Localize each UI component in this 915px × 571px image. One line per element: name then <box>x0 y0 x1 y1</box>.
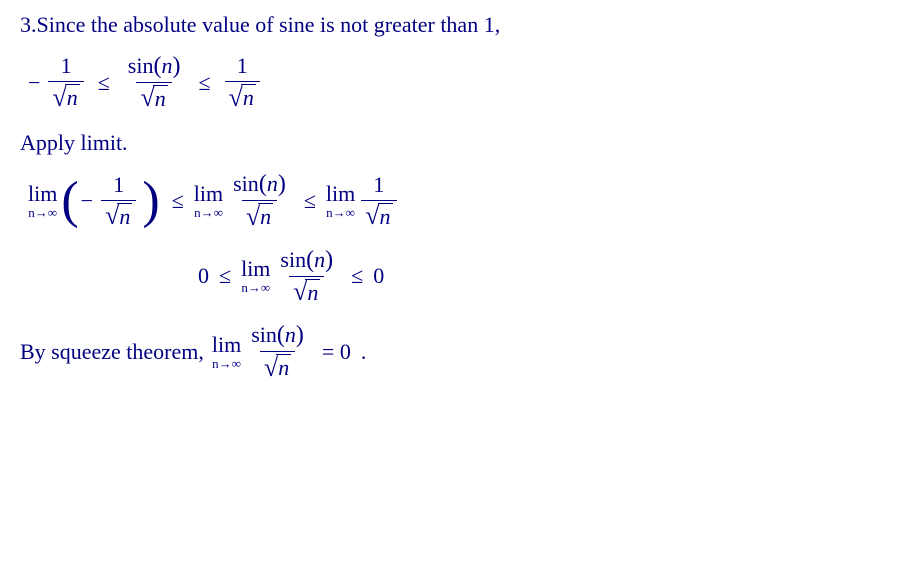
sqrt-n: √ n <box>229 84 256 111</box>
radicand: n <box>258 203 273 230</box>
sqrt-n: √ n <box>293 279 320 306</box>
denominator: √ n <box>260 351 295 382</box>
conclusion-prefix: By squeeze theorem, <box>20 339 204 365</box>
inequality-1: − 1 √ n ≤ sin ( n ) √ n ≤ 1 <box>28 53 895 113</box>
paren-right: ) <box>172 53 180 80</box>
zero-left: 0 <box>198 263 209 289</box>
numerator: 1 <box>57 53 76 81</box>
sqrt-n: √ n <box>52 84 79 111</box>
inequality-2: lim n→∞ ( − 1 √ n ) ≤ lim n→∞ sin ( n ) … <box>28 171 895 231</box>
numerator: 1 <box>109 172 128 200</box>
paren-right: ) <box>296 322 304 349</box>
numerator: sin ( n ) <box>247 322 308 351</box>
lim-label: lim <box>28 181 57 207</box>
lim-subscript: n→∞ <box>28 205 57 221</box>
frac-1-over-sqrtn: 1 √ n <box>361 172 396 231</box>
radicand: n <box>241 84 256 111</box>
paren-left: ( <box>306 247 314 274</box>
lim-label: lim <box>326 181 355 207</box>
problem-number: 3. <box>20 12 37 37</box>
intro-text: Since the absolute value of sine is not … <box>37 12 501 37</box>
denominator: √ n <box>242 200 277 231</box>
big-paren-left: ( <box>61 183 78 219</box>
leq-op: ≤ <box>172 188 184 214</box>
lim-subscript: n→∞ <box>212 356 241 372</box>
paren-right: ) <box>278 171 286 198</box>
radicand: n <box>305 279 320 306</box>
radicand: n <box>117 203 132 230</box>
paren-right: ) <box>325 247 333 274</box>
limit: lim n→∞ <box>212 332 241 372</box>
conclusion-line: By squeeze theorem, lim n→∞ sin ( n ) √ … <box>20 322 895 382</box>
denominator: √ n <box>101 200 136 231</box>
lim-subscript: n→∞ <box>194 205 223 221</box>
leq-op: ≤ <box>219 263 231 289</box>
sin-fn: sin ( n ) <box>251 322 304 349</box>
sin-fn: sin ( n ) <box>233 171 286 198</box>
denominator: √ n <box>289 276 324 307</box>
denominator: √ n <box>48 81 83 112</box>
paren-left: ( <box>153 53 161 80</box>
sin-label: sin <box>233 171 259 197</box>
sin-label: sin <box>280 247 306 273</box>
leq-op: ≤ <box>98 70 110 96</box>
numerator: sin ( n ) <box>229 171 290 200</box>
sin-fn: sin ( n ) <box>280 247 333 274</box>
sqrt-n: √ n <box>246 203 273 230</box>
equals-zero: = 0 <box>322 339 351 365</box>
frac-sin-over-sqrtn: sin ( n ) √ n <box>247 322 308 382</box>
radicand: n <box>276 354 291 381</box>
fn-arg: n <box>314 247 325 273</box>
frac-1-over-sqrtn: 1 √ n <box>101 172 136 231</box>
zero-right: 0 <box>373 263 384 289</box>
lim-subscript: n→∞ <box>241 280 270 296</box>
frac-sin-over-sqrtn: sin ( n ) √ n <box>124 53 185 113</box>
numerator: 1 <box>233 53 252 81</box>
fn-arg: n <box>267 171 278 197</box>
sin-label: sin <box>251 322 277 348</box>
minus-sign: − <box>28 70 40 96</box>
radicand: n <box>153 85 168 112</box>
intro-line: 3.Since the absolute value of sine is no… <box>20 10 895 41</box>
lim-label: lim <box>212 332 241 358</box>
lim-label: lim <box>241 256 270 282</box>
paren-left: ( <box>277 322 285 349</box>
frac-1-over-sqrtn-right: 1 √ n <box>225 53 260 112</box>
apply-limit-text: Apply limit. <box>20 128 895 159</box>
big-paren-right: ) <box>142 183 159 219</box>
denominator: √ n <box>225 81 260 112</box>
sqrt-n: √ n <box>264 354 291 381</box>
fn-arg: n <box>285 322 296 348</box>
denominator: √ n <box>361 200 396 231</box>
lim-subscript: n→∞ <box>326 205 355 221</box>
limit: lim n→∞ <box>28 181 57 221</box>
frac-1-over-sqrtn-left: 1 √ n <box>48 53 83 112</box>
numerator: sin ( n ) <box>276 247 337 276</box>
limit: lim n→∞ <box>194 181 223 221</box>
leq-op: ≤ <box>304 188 316 214</box>
radicand: n <box>65 84 80 111</box>
sqrt-n: √ n <box>105 203 132 230</box>
period: . <box>361 339 367 365</box>
lim-label: lim <box>194 181 223 207</box>
sin-label: sin <box>128 53 154 79</box>
sin-fn: sin ( n ) <box>128 53 181 80</box>
leq-op: ≤ <box>351 263 363 289</box>
leq-op: ≤ <box>198 70 210 96</box>
numerator: sin ( n ) <box>124 53 185 82</box>
paren-left: ( <box>259 171 267 198</box>
denominator: √ n <box>136 82 171 113</box>
limit: lim n→∞ <box>326 181 355 221</box>
minus-sign: − <box>81 188 93 214</box>
sqrt-n: √ n <box>365 203 392 230</box>
limit: lim n→∞ <box>241 256 270 296</box>
inequality-3: 0 ≤ lim n→∞ sin ( n ) √ n ≤ 0 <box>28 247 895 307</box>
sqrt-n: √ n <box>140 85 167 112</box>
fn-arg: n <box>161 53 172 79</box>
frac-sin-over-sqrtn: sin ( n ) √ n <box>276 247 337 307</box>
radicand: n <box>378 203 393 230</box>
frac-sin-over-sqrtn: sin ( n ) √ n <box>229 171 290 231</box>
numerator: 1 <box>369 172 388 200</box>
